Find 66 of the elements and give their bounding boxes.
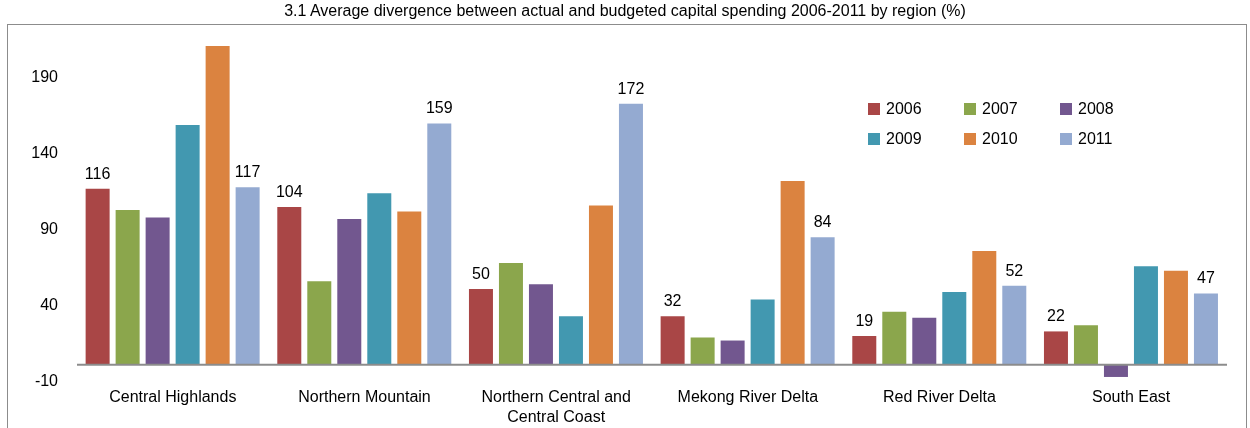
bar <box>852 335 877 365</box>
x-tick-label: Northern Mountain <box>298 388 431 405</box>
legend-label: 2008 <box>1078 100 1114 118</box>
data-label: 104 <box>275 182 303 200</box>
bar <box>882 311 907 365</box>
bar <box>558 316 583 365</box>
bar <box>660 316 685 365</box>
bar <box>528 284 553 365</box>
data-label: 50 <box>472 264 490 282</box>
bar <box>85 188 110 365</box>
data-label: 159 <box>425 99 453 117</box>
bar <box>1103 364 1128 377</box>
bar <box>720 340 745 365</box>
bar <box>942 291 967 365</box>
bar <box>367 193 392 365</box>
bar <box>1002 285 1027 365</box>
y-tick-label: 40 <box>40 295 59 313</box>
bar <box>972 250 997 365</box>
legend-label: 2007 <box>982 100 1018 118</box>
legend-label: 2009 <box>886 130 922 148</box>
bar <box>427 123 452 365</box>
y-tick-label: 90 <box>40 219 59 237</box>
bar <box>618 103 643 365</box>
bar <box>588 205 613 365</box>
bar <box>175 124 200 365</box>
legend-label: 2006 <box>886 100 922 118</box>
bar <box>1193 293 1218 365</box>
data-label: 22 <box>1047 307 1065 325</box>
chart-title: 3.1 Average divergence between actual and budgeted capital spending 2006-2011 by region (%) <box>283 1 967 21</box>
data-label: 32 <box>663 292 682 310</box>
data-label: 84 <box>813 213 832 231</box>
bar <box>235 187 260 365</box>
x-tick-label: Mekong River Delta <box>677 388 819 405</box>
bar <box>337 219 362 365</box>
bar <box>145 217 170 365</box>
bar <box>307 281 332 365</box>
data-label: 19 <box>855 311 874 329</box>
data-label: 116 <box>84 164 111 182</box>
y-tick-label: -10 <box>34 371 59 389</box>
bar <box>1163 270 1188 365</box>
y-tick-label: 190 <box>31 68 59 86</box>
x-tick-label: Northern Central and Central Coast <box>481 388 631 425</box>
bar <box>468 288 493 365</box>
bar <box>1043 331 1068 365</box>
legend-label: 2011 <box>1078 130 1113 148</box>
bar <box>115 209 140 365</box>
bar <box>810 237 835 365</box>
bar <box>912 317 937 365</box>
legend-label: 2010 <box>982 130 1018 148</box>
bar <box>1133 266 1158 365</box>
bar <box>1073 325 1098 365</box>
x-tick-label: Red River Delta <box>883 388 997 405</box>
data-label: 47 <box>1197 269 1215 287</box>
data-label: 117 <box>234 163 261 181</box>
y-tick-label: 140 <box>31 143 59 161</box>
bar <box>205 46 230 365</box>
data-label: 52 <box>1005 261 1024 279</box>
bar <box>277 206 302 365</box>
x-tick-label: Central Highlands <box>109 388 237 405</box>
bar <box>690 337 715 365</box>
bar <box>397 211 422 365</box>
bar <box>780 181 805 365</box>
x-tick-label: South East <box>1092 388 1171 405</box>
bar <box>498 263 523 365</box>
data-label: 172 <box>617 79 645 97</box>
bar <box>750 299 775 365</box>
